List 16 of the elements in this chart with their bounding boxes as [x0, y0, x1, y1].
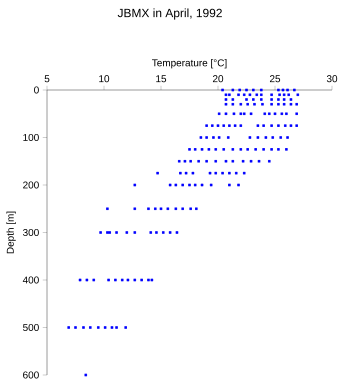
y-tick-label: 200 — [23, 181, 39, 189]
x-tick-label: 30 — [326, 75, 338, 82]
x-tick-label: 25 — [270, 75, 280, 82]
y-axis-title: Depth [m] — [6, 212, 16, 254]
x-tick-label: 10 — [99, 75, 110, 82]
y-tick-label: 400 — [22, 276, 39, 284]
y-tick-label: 0 — [34, 86, 39, 94]
x-tick-label: 15 — [156, 75, 166, 82]
y-tick-label: 100 — [23, 134, 39, 142]
x-tick-label: 5 — [44, 75, 50, 82]
chart-title: JBMX in April, 1992 — [118, 8, 222, 20]
y-tick-label: 300 — [22, 228, 39, 236]
y-tick-label: 600 — [23, 371, 39, 379]
x-axis-title: Temperature [°C] — [152, 59, 226, 68]
x-tick-label: 20 — [212, 75, 224, 82]
y-tick-label: 500 — [23, 324, 39, 332]
